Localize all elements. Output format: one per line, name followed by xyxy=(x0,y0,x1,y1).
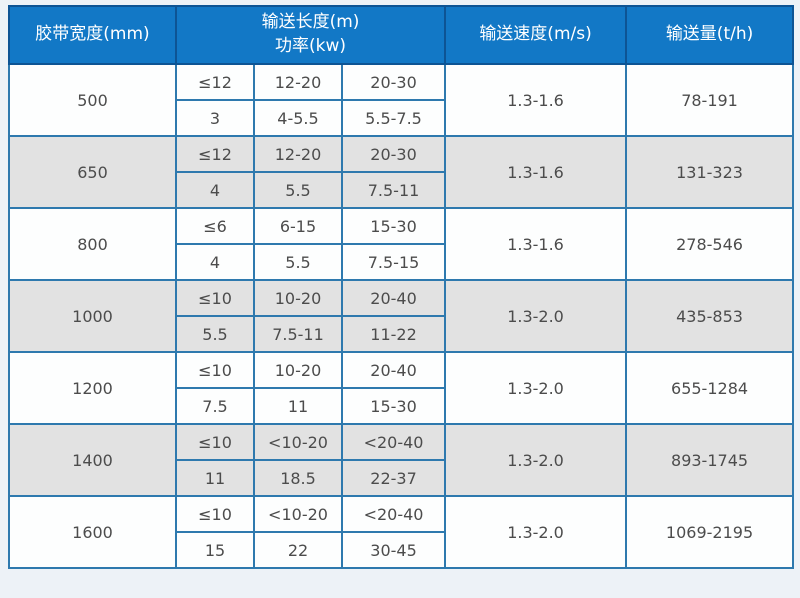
power-cell: 7.5-15 xyxy=(340,243,447,281)
power-cell: 4 xyxy=(175,171,255,209)
length-cell: ≤10 xyxy=(175,351,255,389)
table-row: 4 5.5 7.5-15 xyxy=(9,243,793,281)
length-cell: ≤10 xyxy=(175,423,255,461)
power-cell: 22-37 xyxy=(340,459,447,497)
speed-cell: 1.3-2.0 xyxy=(444,279,628,353)
belt-width-cell: 500 xyxy=(8,63,177,137)
capacity-cell: 893-1745 xyxy=(625,423,795,497)
belt-width-cell: 800 xyxy=(8,207,177,281)
power-cell: 4-5.5 xyxy=(253,99,343,137)
power-cell: 15 xyxy=(175,531,255,569)
length-cell: <10-20 xyxy=(253,495,343,533)
length-cell: <20-40 xyxy=(340,495,447,533)
capacity-cell: 435-853 xyxy=(625,279,795,353)
header-row: 胶带宽度(mm) 输送长度(m) 功率(kw) 输送速度(m/s) 输送量(t/… xyxy=(8,5,795,65)
length-cell: <20-40 xyxy=(340,423,447,461)
power-cell: 11 xyxy=(253,387,343,425)
power-cell: 4 xyxy=(175,243,255,281)
power-cell: 18.5 xyxy=(253,459,343,497)
length-cell: 15-30 xyxy=(340,207,447,245)
power-cell: 11 xyxy=(175,459,255,497)
power-cell: 5.5 xyxy=(253,171,343,209)
belt-width-cell: 1200 xyxy=(8,351,177,425)
length-cell: ≤10 xyxy=(175,495,255,533)
length-cell: 6-15 xyxy=(253,207,343,245)
length-cell: 12-20 xyxy=(253,63,343,101)
length-cell: 12-20 xyxy=(253,135,343,173)
length-cell: 20-40 xyxy=(340,279,447,317)
speed-cell: 1.3-1.6 xyxy=(444,207,628,281)
power-cell: 7.5-11 xyxy=(253,315,343,353)
belt-width-cell: 1400 xyxy=(8,423,177,497)
power-cell: 7.5-11 xyxy=(340,171,447,209)
table-row: 1400 ≤10 <10-20 <20-40 1.3-2.0 893-1745 xyxy=(8,423,795,497)
speed-cell: 1.3-2.0 xyxy=(444,495,628,569)
header-length-line: 输送长度(m) xyxy=(261,12,360,33)
capacity-cell: 278-546 xyxy=(625,207,795,281)
speed-cell: 1.3-2.0 xyxy=(444,351,628,425)
table-row: 15 22 30-45 xyxy=(9,531,793,569)
speed-cell: 1.3-1.6 xyxy=(444,63,628,137)
header-speed: 输送速度(m/s) xyxy=(444,5,628,65)
table-row: 500 ≤12 12-20 20-30 1.3-1.6 78-191 xyxy=(8,63,795,137)
length-cell: ≤6 xyxy=(175,207,255,245)
table-row: 3 4-5.5 5.5-7.5 xyxy=(9,99,793,137)
header-length-power: 输送长度(m) 功率(kw) xyxy=(174,5,447,65)
table-row: 650 ≤12 12-20 20-30 1.3-1.6 131-323 xyxy=(8,135,795,209)
header-belt-width: 胶带宽度(mm) xyxy=(8,5,177,65)
power-cell: 5.5-7.5 xyxy=(340,99,447,137)
length-cell: 10-20 xyxy=(253,351,343,389)
table-row: 7.5 11 15-30 xyxy=(9,387,793,425)
belt-width-cell: 650 xyxy=(8,135,177,209)
table-row: 1600 ≤10 <10-20 <20-40 1.3-2.0 1069-2195 xyxy=(8,495,795,569)
conveyor-spec-table: 胶带宽度(mm) 输送长度(m) 功率(kw) 输送速度(m/s) 输送量(t/… xyxy=(8,5,795,569)
header-capacity: 输送量(t/h) xyxy=(625,5,795,65)
power-cell: 5.5 xyxy=(253,243,343,281)
speed-cell: 1.3-1.6 xyxy=(444,135,628,209)
length-cell: <10-20 xyxy=(253,423,343,461)
capacity-cell: 655-1284 xyxy=(625,351,795,425)
table-row: 800 ≤6 6-15 15-30 1.3-1.6 278-546 xyxy=(8,207,795,281)
speed-cell: 1.3-2.0 xyxy=(444,423,628,497)
header-power-line: 功率(kw) xyxy=(275,36,347,56)
length-cell: 10-20 xyxy=(253,279,343,317)
belt-width-cell: 1600 xyxy=(8,495,177,569)
power-cell: 11-22 xyxy=(340,315,447,353)
length-cell: ≤10 xyxy=(175,279,255,317)
table-row: 11 18.5 22-37 xyxy=(9,459,793,497)
power-cell: 15-30 xyxy=(340,387,447,425)
length-cell: 20-30 xyxy=(340,63,447,101)
table-row: 4 5.5 7.5-11 xyxy=(9,171,793,209)
table-row: 1000 ≤10 10-20 20-40 1.3-2.0 435-853 xyxy=(8,279,795,353)
length-cell: 20-30 xyxy=(340,135,447,173)
belt-width-cell: 1000 xyxy=(8,279,177,353)
table-row: 5.5 7.5-11 11-22 xyxy=(9,315,793,353)
capacity-cell: 1069-2195 xyxy=(625,495,795,569)
length-cell: ≤12 xyxy=(175,135,255,173)
power-cell: 30-45 xyxy=(340,531,447,569)
capacity-cell: 78-191 xyxy=(625,63,795,137)
capacity-cell: 131-323 xyxy=(625,135,795,209)
power-cell: 5.5 xyxy=(175,315,255,353)
power-cell: 22 xyxy=(253,531,343,569)
table-row: 1200 ≤10 10-20 20-40 1.3-2.0 655-1284 xyxy=(8,351,795,425)
power-cell: 3 xyxy=(175,99,255,137)
power-cell: 7.5 xyxy=(175,387,255,425)
length-cell: ≤12 xyxy=(175,63,255,101)
length-cell: 20-40 xyxy=(340,351,447,389)
